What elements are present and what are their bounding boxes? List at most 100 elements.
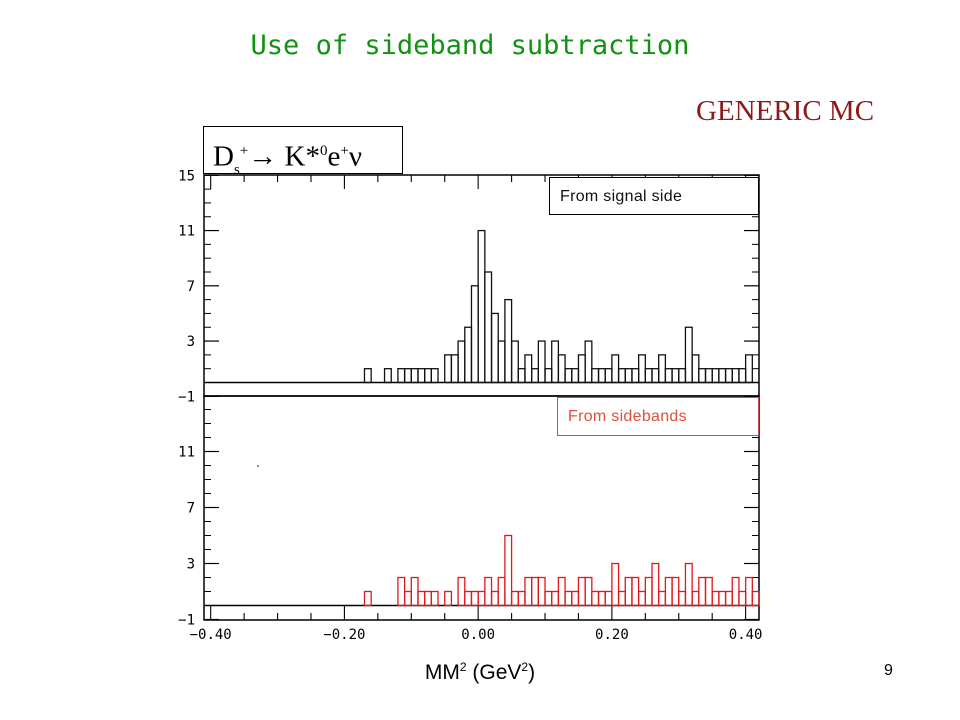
- histogram-bin: [424, 368, 432, 384]
- histogram-bin: [403, 368, 412, 384]
- histogram-bin: [531, 368, 539, 384]
- legend-signal-side: From signal side: [549, 177, 759, 215]
- histogram-bin: [470, 590, 479, 607]
- legend-sidebands: From sidebands: [557, 397, 759, 436]
- histogram-bin: [591, 368, 600, 384]
- histogram-bin: [490, 312, 499, 384]
- histogram-bin: [477, 229, 486, 384]
- histogram-bin: [684, 562, 693, 607]
- histogram-bin: [497, 340, 506, 384]
- histogram-bin: [678, 368, 687, 384]
- histogram-bin: [724, 368, 733, 384]
- histogram-bin: [410, 576, 419, 607]
- histogram-bin: [410, 368, 419, 384]
- histogram-bin: [484, 271, 493, 384]
- y-tick-label: 7: [187, 501, 195, 517]
- histogram-bin: [524, 354, 533, 384]
- histogram-bin: [718, 590, 727, 607]
- histogram-bin: [671, 576, 680, 607]
- histogram-bin: [544, 368, 553, 384]
- histogram-bin: [664, 368, 673, 384]
- histogram-bin: [430, 368, 439, 384]
- slide-title: Use of sideband subtraction: [250, 30, 690, 61]
- histogram-bin: [477, 590, 486, 607]
- x-tick-label: 0.00: [461, 627, 495, 643]
- histogram-bin: [537, 576, 546, 607]
- histogram-bin: [363, 590, 372, 607]
- histogram-bin: [450, 354, 459, 384]
- histogram-bin: [684, 326, 693, 384]
- histogram-bin: [430, 590, 439, 607]
- histogram-bin: [564, 368, 573, 384]
- histogram-bin: [664, 576, 673, 607]
- histogram-bin: [531, 576, 539, 607]
- decay-nu: ν: [348, 140, 362, 173]
- histogram-bin: [651, 562, 660, 607]
- histogram-bin: [584, 576, 593, 607]
- histogram-bin: [631, 576, 640, 607]
- histogram-bin: [597, 368, 606, 384]
- decay-d: D: [213, 140, 234, 173]
- histogram-bin: [444, 590, 453, 607]
- histogram-bin: [724, 590, 733, 607]
- x-label-close: ): [528, 661, 536, 684]
- histogram-bin: [631, 368, 640, 384]
- histogram-bin: [591, 590, 600, 607]
- histogram-bin: [504, 534, 513, 607]
- histogram-bin: [617, 590, 626, 607]
- histogram-bin: [698, 368, 707, 384]
- histogram-bin: [510, 590, 519, 607]
- histogram-bin: [718, 368, 727, 384]
- histogram-bin: [704, 368, 713, 384]
- histogram-bin: [510, 340, 519, 384]
- x-tick-label: −0.20: [323, 627, 365, 643]
- histogram-bin: [691, 590, 700, 607]
- histogram-bin: [577, 576, 586, 607]
- histogram-bin: [424, 590, 432, 607]
- histogram-bin: [444, 354, 453, 384]
- histogram-bin: [711, 368, 720, 384]
- x-label-sup2: 2: [521, 660, 529, 674]
- histogram-bin: [731, 576, 740, 607]
- histogram-bin: [751, 590, 760, 607]
- histogram-bin: [731, 368, 740, 384]
- histogram-bin: [484, 576, 493, 607]
- histogram-bin: [497, 576, 506, 607]
- histogram-bin: [557, 576, 566, 607]
- histogram-bin: [551, 340, 560, 384]
- histogram-bin: [711, 590, 720, 607]
- histogram-bin: [464, 326, 473, 384]
- histogram-bin: [490, 590, 499, 607]
- decay-e: e: [327, 140, 341, 173]
- histogram-bin: [544, 590, 553, 607]
- x-axis-label: MM2 (GeV2): [330, 660, 630, 685]
- y-tick-label: 11: [178, 224, 195, 240]
- decay-arrow-k: → K*: [248, 140, 320, 173]
- x-tick-label: 0.40: [729, 627, 763, 643]
- histogram-bin: [564, 590, 573, 607]
- y-tick-label: −1: [178, 389, 195, 405]
- histogram-bin: [584, 340, 593, 384]
- histogram-bin: [637, 590, 646, 607]
- stray-dot: [257, 465, 259, 467]
- histogram-bin: [524, 576, 533, 607]
- histogram-bin: [551, 590, 560, 607]
- decay-formula-box: Ds+→ K*0e+ν: [203, 126, 403, 178]
- histogram-bin: [383, 368, 392, 384]
- histogram-bin: [571, 368, 580, 384]
- y-tick-label: 7: [187, 279, 195, 295]
- histogram-bin: [403, 590, 412, 607]
- histogram-bin: [517, 368, 526, 384]
- generic-mc-badge: GENERIC MC: [696, 95, 875, 127]
- histogram-bin: [397, 368, 406, 384]
- histogram-bin: [457, 576, 466, 607]
- signal-panel: 15 11 7 3 −1: [178, 168, 760, 405]
- histogram-bin: [744, 354, 753, 384]
- histogram-bin: [363, 368, 372, 384]
- histogram-bin: [417, 590, 426, 607]
- histogram-bin: [604, 368, 613, 384]
- decay-d-sub: s: [233, 162, 240, 179]
- y-tick-label: 11: [178, 445, 195, 461]
- histogram-bin: [571, 590, 580, 607]
